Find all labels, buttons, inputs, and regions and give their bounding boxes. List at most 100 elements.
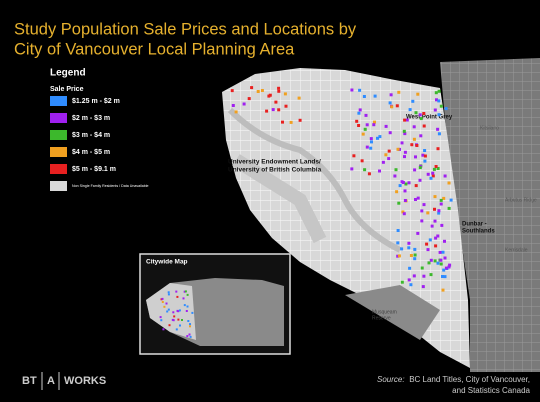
property-marker	[352, 154, 356, 158]
property-marker	[429, 258, 433, 262]
property-marker	[283, 92, 287, 96]
property-marker	[426, 248, 430, 252]
property-marker	[365, 123, 369, 127]
property-marker	[405, 118, 409, 122]
property-marker	[357, 111, 361, 115]
property-marker	[426, 172, 430, 176]
property-marker	[447, 181, 451, 185]
legend-swatch	[50, 164, 67, 174]
property-marker	[401, 210, 405, 214]
property-marker	[191, 311, 194, 314]
property-marker	[419, 134, 423, 138]
property-marker	[373, 120, 376, 124]
property-marker	[395, 190, 399, 194]
property-marker	[421, 285, 425, 289]
property-marker	[439, 262, 443, 266]
property-marker	[436, 147, 440, 151]
map-label: West Point Grey	[406, 115, 453, 121]
property-marker	[369, 146, 373, 150]
property-marker	[443, 275, 447, 279]
property-marker	[427, 261, 431, 265]
property-marker	[186, 293, 189, 296]
legend: Legend Sale Price $1.25 m - $2 m $2 m - $…	[50, 68, 149, 191]
property-marker	[281, 120, 284, 124]
property-marker	[447, 206, 451, 210]
property-marker	[189, 325, 191, 328]
property-marker	[387, 149, 391, 153]
property-marker	[400, 141, 404, 145]
property-marker	[408, 266, 412, 270]
property-marker	[370, 140, 373, 144]
property-marker	[449, 198, 453, 202]
property-marker	[439, 202, 443, 206]
property-marker	[398, 184, 402, 188]
property-marker	[186, 305, 189, 308]
inset: Citywide Map	[139, 253, 291, 355]
ubc-lands	[227, 107, 402, 253]
property-marker	[441, 250, 445, 254]
legend-title: Legend	[50, 68, 86, 79]
property-marker	[439, 258, 443, 262]
property-marker	[418, 166, 422, 170]
logo: BT A WORKS	[22, 372, 106, 390]
property-marker	[413, 253, 417, 257]
property-marker	[409, 283, 413, 287]
property-marker	[177, 318, 180, 321]
property-marker	[402, 129, 406, 133]
property-marker	[443, 239, 446, 243]
property-marker	[400, 280, 404, 284]
property-marker	[247, 97, 251, 101]
map-label: Musqueam	[372, 309, 397, 315]
property-marker	[439, 104, 443, 108]
property-marker	[407, 241, 411, 245]
property-marker	[412, 274, 416, 278]
property-marker	[429, 273, 433, 277]
property-marker	[358, 88, 362, 92]
property-marker	[231, 104, 235, 107]
property-marker	[360, 159, 364, 163]
property-marker	[277, 108, 281, 112]
property-marker	[415, 144, 419, 147]
property-marker	[426, 211, 430, 215]
property-marker	[378, 135, 382, 139]
property-marker	[393, 174, 397, 178]
property-marker	[364, 113, 368, 117]
property-marker	[159, 316, 162, 319]
property-marker	[234, 110, 238, 114]
property-marker	[418, 178, 422, 182]
property-marker	[443, 256, 447, 260]
inset-title: Citywide Map	[146, 259, 188, 266]
property-marker	[396, 254, 400, 258]
property-marker	[297, 96, 301, 100]
property-marker	[167, 293, 170, 296]
property-marker	[412, 125, 416, 129]
property-marker	[436, 127, 440, 131]
inset-study-area	[146, 283, 196, 340]
property-marker	[260, 89, 264, 92]
legend-label: $1.25 m - $2 m	[72, 98, 120, 105]
legend-label: $2 m - $3 m	[72, 115, 110, 122]
property-marker	[433, 108, 437, 112]
legend-swatch	[50, 181, 67, 191]
property-marker	[168, 324, 171, 327]
property-marker	[161, 297, 164, 300]
source-prefix: Source:	[377, 375, 405, 384]
east-city	[440, 58, 540, 372]
property-marker	[420, 209, 424, 213]
property-marker	[175, 290, 178, 293]
property-marker	[437, 211, 441, 215]
property-marker	[179, 324, 181, 327]
property-marker	[397, 254, 401, 258]
property-marker	[423, 159, 427, 163]
property-marker	[437, 89, 441, 93]
property-marker	[422, 274, 426, 278]
property-marker	[173, 315, 176, 318]
property-marker	[395, 104, 399, 108]
property-marker	[428, 238, 432, 242]
property-marker	[430, 224, 434, 228]
property-marker	[413, 168, 417, 172]
property-marker	[434, 244, 438, 248]
property-marker	[403, 155, 406, 159]
property-marker	[378, 169, 381, 173]
property-marker	[434, 236, 438, 240]
